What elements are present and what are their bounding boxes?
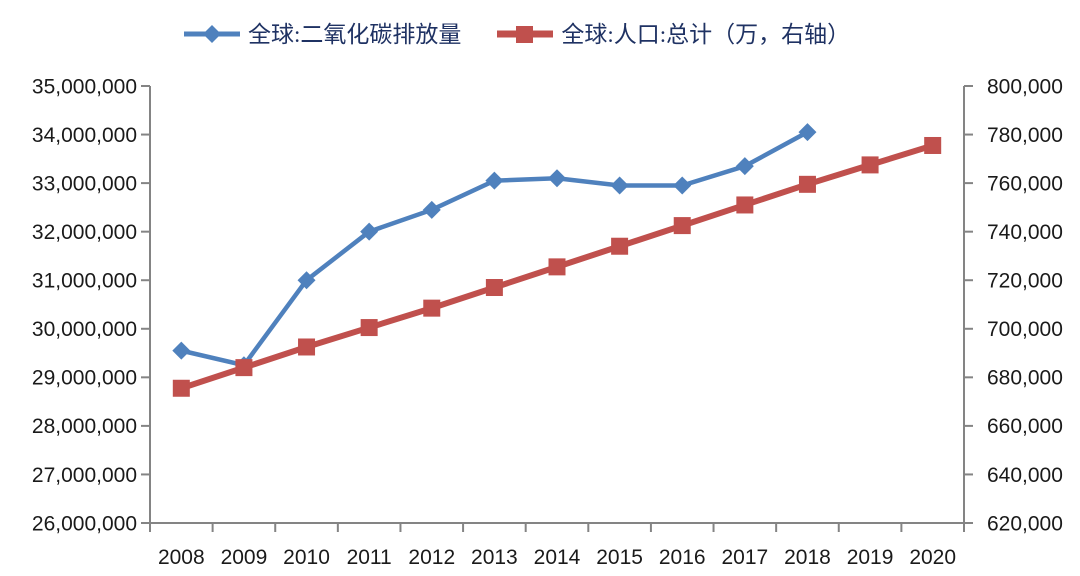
- co2-data-point-marker: [735, 157, 754, 176]
- legend: 全球:二氧化碳排放量 全球:人口:总计（万，右轴）: [183, 17, 850, 51]
- co2-line: [180, 130, 809, 368]
- population-data-point-marker: [736, 196, 754, 214]
- population-data-point-marker: [548, 258, 566, 276]
- legend-label-co2: 全球:二氧化碳排放量: [248, 21, 462, 47]
- co2-data-point-marker: [798, 123, 817, 142]
- right-axis-tick-label: 720,000: [987, 270, 1063, 293]
- legend-item-co2: 全球:二氧化碳排放量: [183, 23, 461, 46]
- left-axis-tick-label: 26,000,000: [32, 512, 137, 535]
- legend-label-population: 全球:人口:总计（万，右轴）: [561, 21, 851, 47]
- x-axis-year-label: 2014: [534, 546, 581, 569]
- x-axis-year-label: 2019: [847, 546, 894, 569]
- co2-data-point-marker: [548, 169, 566, 188]
- x-axis-year-label: 2015: [596, 546, 643, 569]
- left-axis-tick-label: 33,000,000: [32, 172, 137, 195]
- x-axis-year-label: 2016: [659, 546, 706, 569]
- right-axis-tick-label: 780,000: [987, 124, 1063, 147]
- co2-data-point-marker: [485, 171, 504, 190]
- population-data-point-marker: [298, 338, 316, 356]
- co2-data-point-marker: [297, 271, 316, 290]
- left-axis-tick-label: 27,000,000: [32, 464, 137, 487]
- left-axis-tick-label: 30,000,000: [32, 318, 137, 341]
- co2-data-point-marker: [422, 200, 441, 219]
- left-axis-tick-label: 34,000,000: [32, 124, 137, 147]
- left-axis-tick-label: 32,000,000: [32, 221, 137, 244]
- right-axis-tick-label: 660,000: [987, 415, 1063, 438]
- x-axis-year-label: 2011: [347, 546, 392, 569]
- legend-item-population: 全球:人口:总计（万，右轴）: [496, 23, 850, 46]
- left-axis-tick-label: 35,000,000: [32, 75, 137, 98]
- co2-series-marker-icon: [184, 25, 240, 43]
- co2-data-point-marker: [673, 176, 692, 195]
- right-axis-tick-label: 640,000: [987, 464, 1063, 487]
- right-axis-tick-label: 700,000: [987, 318, 1063, 341]
- x-axis-year-label: 2018: [784, 546, 831, 569]
- co2-data-point-marker: [610, 176, 629, 195]
- left-axis-tick-label: 28,000,000: [32, 415, 137, 438]
- x-axis-year-label: 2008: [158, 546, 205, 569]
- x-axis-year-label: 2020: [909, 546, 956, 569]
- right-axis-tick-label: 620,000: [987, 512, 1063, 535]
- population-data-point-marker: [673, 217, 691, 235]
- population-data-point-marker: [172, 379, 190, 397]
- x-axis-year-label: 2017: [721, 546, 768, 569]
- population-data-point-marker: [235, 359, 253, 377]
- left-axis-tick-label: 29,000,000: [32, 367, 137, 390]
- population-data-point-marker: [485, 279, 503, 297]
- population-data-point-marker: [360, 319, 378, 337]
- co2-data-point-marker: [360, 222, 379, 241]
- population-data-point-marker: [861, 156, 879, 174]
- x-axis-year-label: 2012: [408, 546, 455, 569]
- population-data-point-marker: [423, 299, 441, 317]
- population-data-point-marker: [611, 237, 629, 255]
- x-axis-year-label: 2010: [283, 546, 330, 569]
- population-data-point-marker: [798, 175, 816, 193]
- population-series-marker-icon: [497, 26, 554, 43]
- x-axis-year-label: 2009: [221, 546, 268, 569]
- x-axis-year-label: 2013: [471, 546, 518, 569]
- right-axis-tick-label: 740,000: [987, 221, 1063, 244]
- co2-data-point-marker: [172, 341, 191, 360]
- left-axis-tick-label: 31,000,000: [32, 270, 137, 293]
- right-axis-tick-label: 680,000: [987, 367, 1063, 390]
- population-data-point-marker: [924, 136, 942, 154]
- right-axis-tick-label: 800,000: [987, 75, 1063, 98]
- right-axis-tick-label: 760,000: [987, 172, 1063, 195]
